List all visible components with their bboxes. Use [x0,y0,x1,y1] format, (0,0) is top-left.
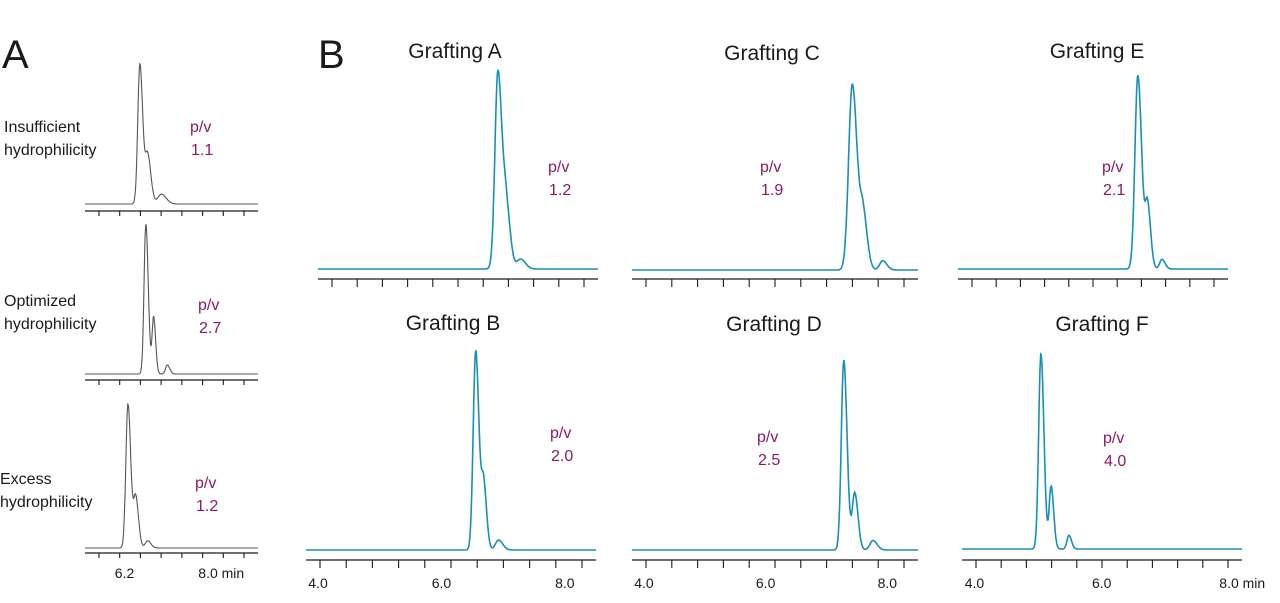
chart-title-grafting-c: Grafting C [724,42,820,65]
sample-label-a2-2: hydrophilicity [4,316,96,333]
chart-title-grafting-f: Grafting F [1055,313,1148,336]
pv-value-grafting-a: 1.2 [549,182,571,199]
chart-title-grafting-a: Grafting A [408,40,501,63]
pv-value-a2: 2.7 [199,320,221,337]
x-tick-label-grafting-d-1: 4.0 [634,575,654,591]
chart-title-grafting-e: Grafting E [1050,40,1145,63]
sample-label-a3-2: hydrophilicity [0,494,92,511]
plots-group: Insufficient hydrophilicity p/v 1.1 Optimize… [0,40,1265,591]
chart-a2: Optimized hydrophilicity p/v 2.7 [4,224,258,385]
pv-label-grafting-d: p/v [757,429,778,446]
series-line-grafting-e [958,74,1228,270]
sample-label-a3-1: Excess [0,471,52,488]
pv-value-grafting-f: 4.0 [1104,453,1126,470]
chart-title-grafting-d: Grafting D [726,313,822,336]
chart-a1: Insufficient hydrophilicity p/v 1.1 [4,62,258,216]
x-tick-label-grafting-b-1: 4.0 [308,575,328,591]
x-tick-label-grafting-f-3: 8.0 min [1219,575,1265,591]
pv-label-a3: p/v [195,475,216,492]
sample-label-a1-1: Insufficient [4,119,81,136]
chart-grafting-b: 4.0 6.0 8.0 Grafting B p/v 2.0 [306,312,596,591]
pv-value-a3: 1.2 [196,498,218,515]
pv-label-a1: p/v [190,119,211,136]
x-tick-label-a3-1: 6.2 [115,565,135,581]
pv-value-a1: 1.1 [191,142,213,159]
pv-value-grafting-e: 2.1 [1103,182,1125,199]
x-tick-label-grafting-f-2: 6.0 [1092,575,1112,591]
x-tick-label-grafting-d-3: 8.0 [878,575,898,591]
pv-label-grafting-f: p/v [1103,430,1124,447]
chart-grafting-a: Grafting A p/v 1.2 [318,40,598,287]
pv-value-grafting-d: 2.5 [758,452,780,469]
chart-grafting-e: Grafting E p/v 2.1 [958,40,1228,287]
chart-title-grafting-b: Grafting B [406,312,501,335]
series-line-a2 [85,224,258,375]
x-tick-label-grafting-b-2: 6.0 [432,575,452,591]
panel-letter-a: A [2,33,29,77]
series-line-a1 [85,62,258,205]
series-line-grafting-a [318,69,598,270]
series-line-grafting-d [632,359,918,551]
series-line-grafting-f [962,352,1242,550]
chart-grafting-c: Grafting C p/v 1.9 [632,42,918,287]
pv-label-grafting-a: p/v [548,159,569,176]
pv-label-grafting-c: p/v [760,159,781,176]
x-tick-label-grafting-b-3: 8.0 [555,575,575,591]
chart-grafting-d: 4.0 6.0 8.0 Grafting D p/v 2.5 [632,313,918,591]
pv-label-grafting-e: p/v [1102,159,1123,176]
x-tick-label-grafting-f-1: 4.0 [965,575,985,591]
pv-label-grafting-b: p/v [550,425,571,442]
series-line-grafting-c [632,83,918,271]
chart-grafting-f: 4.0 6.0 8.0 min Grafting F p/v 4.0 [962,313,1265,591]
series-line-a3 [85,402,258,549]
pv-label-a2: p/v [198,297,219,314]
sample-label-a2-1: Optimized [4,293,76,310]
x-tick-label-grafting-d-2: 6.0 [756,575,776,591]
pv-value-grafting-c: 1.9 [761,182,783,199]
x-tick-label-a3-2: 8.0 min [198,565,244,581]
panel-letter-b: B [318,33,345,77]
pv-value-grafting-b: 2.0 [551,448,573,465]
series-line-grafting-b [306,350,596,551]
sample-label-a1-2: hydrophilicity [4,142,96,159]
chart-a3: 6.2 8.0 min Excess hydrophilicity p/v 1.2 [0,402,258,581]
